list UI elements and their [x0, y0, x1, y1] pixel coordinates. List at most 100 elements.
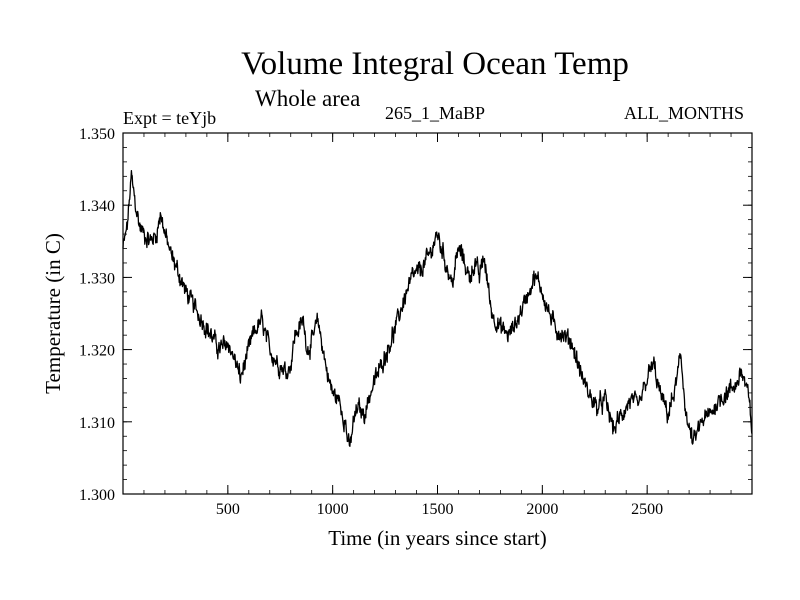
experiment-label: Expt = teYjb [123, 108, 217, 128]
data-point [747, 392, 749, 394]
data-point [294, 334, 296, 336]
data-point [311, 342, 313, 344]
data-point [468, 277, 470, 279]
data-point [571, 342, 573, 344]
y-tick-label: 1.320 [79, 343, 115, 360]
data-point [638, 407, 640, 409]
data-point [554, 327, 556, 329]
data-point [370, 392, 372, 394]
y-axis-label: Temperature (in C) [41, 233, 65, 394]
data-point [338, 399, 340, 401]
data-point [445, 262, 447, 264]
data-point [428, 255, 430, 257]
data-point [588, 392, 590, 394]
data-point [185, 291, 187, 293]
data-point [686, 421, 688, 423]
data-point [149, 241, 151, 243]
x-tick-label: 2500 [631, 501, 663, 518]
data-point [363, 414, 365, 416]
data-point [378, 370, 380, 372]
data-point [252, 334, 254, 336]
data-point [412, 277, 414, 279]
data-point [386, 349, 388, 351]
data-point [563, 334, 565, 336]
chart-title: Volume Integral Ocean Temp [241, 46, 629, 82]
data-point [227, 342, 229, 344]
data-point [533, 277, 535, 279]
x-tick-label: 1000 [317, 501, 349, 518]
data-point [474, 262, 476, 264]
data-point [126, 226, 128, 228]
data-point [139, 226, 141, 228]
data-point [692, 443, 694, 445]
data-point [479, 277, 481, 279]
data-point [269, 349, 271, 351]
data-point [122, 248, 124, 250]
data-point [219, 349, 221, 351]
data-point [546, 305, 548, 307]
data-point [420, 269, 422, 271]
months-label: ALL_MONTHS [624, 103, 744, 123]
data-point [323, 356, 325, 358]
data-point [135, 204, 137, 206]
data-point [726, 392, 728, 394]
data-point [240, 378, 242, 380]
data-point [437, 233, 439, 235]
data-point [462, 255, 464, 257]
data-point [160, 212, 162, 214]
data-point [741, 370, 743, 372]
data-point [193, 305, 195, 307]
data-point [143, 233, 145, 235]
data-point [353, 421, 355, 423]
data-point [621, 414, 623, 416]
data-point [458, 248, 460, 250]
data-point [170, 255, 172, 257]
data-point [604, 399, 606, 401]
y-tick-label: 1.350 [79, 126, 115, 143]
data-point [332, 392, 334, 394]
data-point [357, 407, 359, 409]
data-point [286, 370, 288, 372]
data-point [508, 334, 510, 336]
data-point [500, 327, 502, 329]
data-point [131, 176, 133, 178]
data-point [579, 370, 581, 372]
data-point [516, 320, 518, 322]
x-tick-label: 2000 [526, 501, 558, 518]
data-point [451, 284, 453, 286]
x-tick-label: 1500 [422, 501, 454, 518]
x-tick-label: 500 [216, 501, 240, 518]
data-point [539, 284, 541, 286]
x-axis-label: Time (in years since start) [328, 526, 547, 550]
y-tick-label: 1.330 [79, 270, 115, 287]
data-point [596, 407, 598, 409]
chart-subtitle: Whole area [255, 86, 361, 111]
data-point [328, 378, 330, 380]
data-point [261, 320, 263, 322]
data-point [349, 450, 351, 452]
data-point [344, 421, 346, 423]
plot-frame [122, 132, 753, 495]
data-point [177, 269, 179, 271]
data-point [403, 298, 405, 300]
y-tick-label: 1.340 [79, 198, 115, 215]
data-point [491, 313, 493, 315]
data-point [659, 392, 661, 394]
data-point [202, 320, 204, 322]
data-point [156, 233, 158, 235]
data-point [667, 414, 669, 416]
data-point [483, 255, 485, 257]
data-point [277, 363, 279, 365]
data-point [718, 399, 720, 401]
data-point [630, 399, 632, 401]
data-point [317, 320, 319, 322]
data-point [751, 428, 753, 430]
series-line [122, 169, 753, 447]
data-point [210, 334, 212, 336]
data-point [290, 363, 292, 365]
data-point [680, 356, 682, 358]
data-point [709, 414, 711, 416]
data-point [734, 385, 736, 387]
data-point [701, 421, 703, 423]
